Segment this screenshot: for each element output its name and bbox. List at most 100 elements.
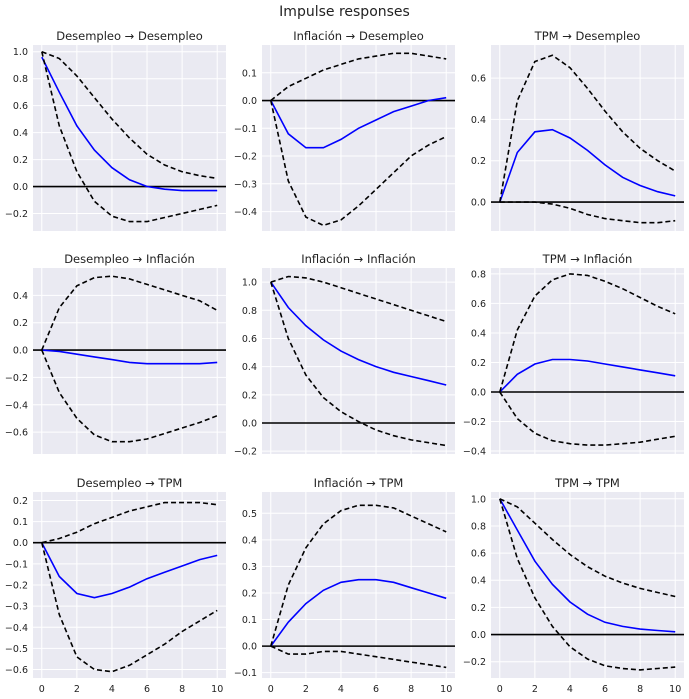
- y-tick-label: 0.0: [242, 419, 257, 430]
- y-tick-label: 0.4: [13, 291, 28, 302]
- lower-band-line: [270, 645, 447, 669]
- x-tick-label: 8: [408, 684, 414, 695]
- panel-title: Inflación → Desempleo: [293, 29, 424, 43]
- y-tick-label: 0.2: [242, 588, 257, 599]
- y-tick-label: −0.3: [5, 602, 28, 613]
- y-tick-label: −0.2: [5, 581, 28, 592]
- lower-band-line: [41, 349, 218, 443]
- lower-band-line: [270, 281, 447, 447]
- upper-band-line: [499, 273, 676, 393]
- y-tick-label: −0.1: [234, 668, 257, 679]
- y-tick-label: −0.4: [5, 623, 28, 634]
- y-tick-label: −0.1: [5, 559, 28, 570]
- y-tick-label: 0.8: [13, 74, 28, 85]
- y-tick-label: −0.4: [234, 207, 257, 218]
- y-tick-label: 1.0: [242, 278, 257, 289]
- panel-8: −0.1 0.0 0.1 0.2 0.3 0.4 0.5 0 2 4 6 8 10 Inflación →…: [234, 476, 455, 695]
- y-tick-label: 0.6: [13, 101, 28, 112]
- y-tick-label: 0.1: [242, 68, 257, 79]
- irf-line: [270, 281, 447, 386]
- irf-line: [499, 358, 676, 393]
- y-tick-label: 0.2: [13, 496, 28, 507]
- panel-7: −0.6 −0.5 −0.4 −0.3 −0.2 −0.1 0.0 0.1 0.2 0 2 4 6 8 10…: [5, 476, 226, 695]
- y-tick-label: 0.1: [13, 517, 28, 528]
- x-tick-label: 8: [179, 684, 185, 695]
- x-tick-label: 2: [532, 684, 538, 695]
- x-tick-label: 0: [268, 684, 274, 695]
- y-tick-label: 0.4: [471, 576, 486, 587]
- upper-band-line: [270, 275, 447, 323]
- y-tick-label: 0.4: [242, 362, 257, 373]
- y-tick-label: −0.5: [5, 644, 28, 655]
- y-tick-label: 0.8: [242, 306, 257, 317]
- panel-title: TPM → TPM: [554, 476, 620, 490]
- y-tick-label: 0.0: [242, 96, 257, 107]
- x-tick-label: 2: [74, 684, 80, 695]
- y-tick-label: 0.2: [471, 156, 486, 167]
- x-tick-label: 6: [373, 684, 379, 695]
- y-tick-label: −0.2: [463, 417, 486, 428]
- y-tick-label: 0.3: [242, 562, 257, 573]
- y-tick-label: 0.6: [471, 549, 486, 560]
- panel-3: 0.0 0.2 0.4 0.6 TPM → Desempleo: [471, 29, 684, 231]
- upper-band-line: [41, 50, 218, 180]
- y-tick-label: 0.2: [13, 155, 28, 166]
- y-tick-label: −0.4: [5, 400, 28, 411]
- y-tick-label: −0.6: [5, 428, 28, 439]
- y-tick-label: −0.2: [463, 657, 486, 668]
- y-tick-label: 0.4: [13, 128, 28, 139]
- lower-band-line: [499, 201, 676, 224]
- x-tick-label: 10: [440, 684, 452, 695]
- y-tick-label: −0.4: [463, 447, 486, 458]
- y-tick-label: 0.0: [471, 198, 486, 209]
- y-tick-label: −0.2: [234, 447, 257, 458]
- panel-title: TPM → Inflación: [542, 252, 633, 266]
- lower-band-line: [499, 498, 676, 671]
- y-tick-label: −0.1: [234, 124, 257, 135]
- irf-line: [270, 578, 447, 647]
- x-tick-label: 4: [338, 684, 344, 695]
- y-tick-label: 0.6: [471, 299, 486, 310]
- lower-band-line: [41, 51, 218, 223]
- y-tick-label: −0.2: [234, 152, 257, 163]
- panel-1: −0.2 0.0 0.2 0.4 0.6 0.8 1.0 Desempleo → Desemp…: [5, 29, 226, 231]
- panel-title: Desempleo → Desempleo: [56, 29, 203, 43]
- plot-area: [262, 268, 455, 454]
- y-tick-label: 0.0: [471, 630, 486, 641]
- y-tick-label: 1.0: [471, 494, 486, 505]
- upper-band-line: [270, 504, 447, 647]
- panel-9: −0.2 0.0 0.2 0.4 0.6 0.8 1.0 0 2 4 6 8 10 TPM → TPM: [463, 476, 684, 695]
- x-tick-label: 6: [144, 684, 150, 695]
- x-tick-label: 6: [602, 684, 608, 695]
- y-tick-label: 0.4: [242, 535, 257, 546]
- y-tick-label: 0.0: [471, 388, 486, 399]
- upper-band-line: [499, 498, 676, 598]
- y-tick-label: 0.0: [13, 346, 28, 357]
- panel-5: −0.2 0.0 0.2 0.4 0.6 0.8 1.0 Inflación → Inflac…: [234, 252, 455, 458]
- y-tick-label: 0.8: [471, 521, 486, 532]
- y-tick-label: 0.0: [13, 538, 28, 549]
- panel-title: Inflación → TPM: [314, 476, 404, 490]
- irf-line: [41, 56, 218, 192]
- y-tick-label: −0.2: [5, 373, 28, 384]
- panel-title: Desempleo → Inflación: [64, 252, 195, 266]
- x-tick-label: 8: [637, 684, 643, 695]
- panel-title: Desempleo → TPM: [77, 476, 183, 490]
- irf-line: [41, 542, 218, 599]
- y-tick-label: 0.6: [471, 74, 486, 85]
- irf-line: [270, 96, 447, 149]
- panel-title: TPM → Desempleo: [534, 29, 641, 43]
- y-tick-label: 0.5: [242, 509, 257, 520]
- x-tick-label: 4: [109, 684, 115, 695]
- plot-area: [491, 492, 684, 678]
- irf-line: [41, 349, 218, 365]
- y-tick-label: 0.0: [242, 642, 257, 653]
- y-tick-label: 0.4: [471, 328, 486, 339]
- x-tick-label: 10: [669, 684, 681, 695]
- irf-line: [499, 128, 676, 203]
- plot-area: [33, 268, 226, 454]
- panel-6: −0.4 −0.2 0.0 0.2 0.4 0.6 0.8 TPM → Inflación: [463, 252, 684, 458]
- y-tick-label: −0.2: [5, 209, 28, 220]
- x-tick-label: 0: [497, 684, 503, 695]
